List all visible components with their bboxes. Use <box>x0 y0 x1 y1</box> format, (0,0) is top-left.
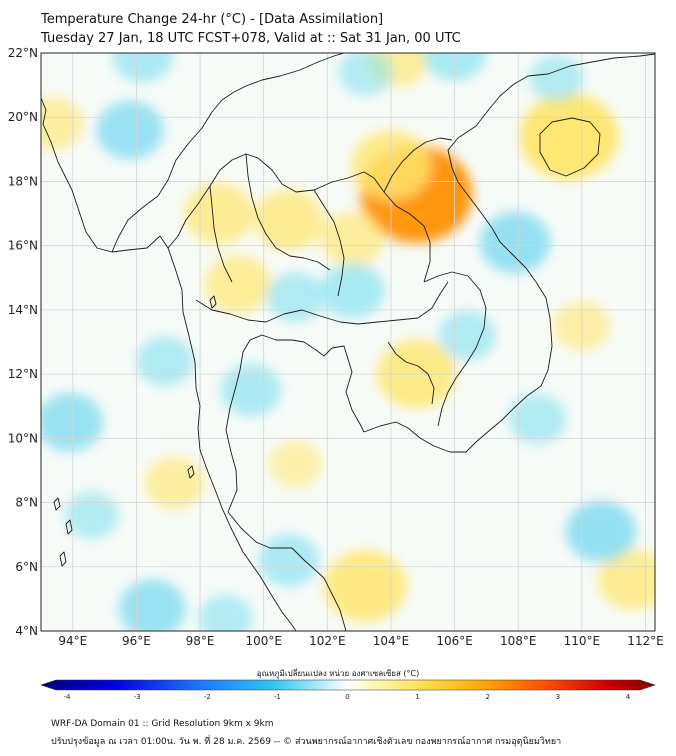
colorbar: -4 -3 -2 -1 0 1 2 3 4 <box>40 679 656 701</box>
warm-anomaly <box>597 549 655 611</box>
cold-anomaly <box>220 363 282 417</box>
colorbar-tick-label: -2 <box>204 693 211 701</box>
map-frame <box>40 52 656 632</box>
colorbar-tick-label: -3 <box>134 693 141 701</box>
lat-tick-label: 22°N <box>8 46 38 60</box>
colorbar-tick-label: 4 <box>626 693 631 701</box>
lat-tick-label: 4°N <box>15 624 38 638</box>
colorbar-tick-label: 1 <box>415 693 419 701</box>
lat-tick-label: 16°N <box>8 239 38 253</box>
chart-subtitle: Tuesday 27 Jan, 18 UTC FCST+078, Valid a… <box>41 31 461 46</box>
footer-update-info: ปรับปรุงข้อมูล ณ เวลา 01:00น. วัน พ. ที่… <box>51 737 562 747</box>
colorbar-tick-label: 0 <box>345 693 349 701</box>
cold-anomaly <box>112 53 174 83</box>
colorbar-tick-label: 2 <box>486 693 490 701</box>
lon-tick-label: 108°E <box>500 634 537 648</box>
warm-anomaly <box>323 549 408 623</box>
colorbar-gradient <box>40 679 656 691</box>
lat-tick-label: 20°N <box>8 110 38 124</box>
warm-anomaly <box>144 456 205 510</box>
lat-tick-label: 6°N <box>15 560 38 574</box>
map-figure: 22°N 20°N 18°N 16°N 14°N 12°N 10°N 8°N 6°N 4°N 94°… <box>8 46 664 701</box>
lat-tick-label: 18°N <box>8 174 38 188</box>
lon-tick-label: 94°E <box>58 634 87 648</box>
warm-anomaly <box>268 440 323 488</box>
colorbar-tick-label: 3 <box>556 693 560 701</box>
cold-anomaly <box>96 100 164 160</box>
colorbar-tick-label: -4 <box>64 693 72 701</box>
cold-anomaly <box>41 393 104 452</box>
colorbar-title: อุณหภูมิเปลี่ยนแปลง หน่วย องศาเซลเซียส (… <box>256 669 420 678</box>
lon-tick-label: 98°E <box>186 634 215 648</box>
lon-tick-label: 100°E <box>245 634 282 648</box>
cold-anomaly <box>118 579 186 631</box>
warm-anomaly <box>320 211 385 268</box>
cold-anomaly <box>64 491 120 539</box>
lon-tick-label: 112°E <box>627 634 664 648</box>
lon-tick-label: 110°E <box>564 634 601 648</box>
lon-tick-label: 96°E <box>122 634 151 648</box>
lon-tick-label: 102°E <box>309 634 346 648</box>
lat-tick-label: 12°N <box>8 367 38 381</box>
warm-anomaly <box>41 97 85 151</box>
colorbar-tick-label: -1 <box>274 693 281 701</box>
lon-tick-label: 106°E <box>436 634 473 648</box>
cold-anomaly <box>136 336 194 387</box>
cold-anomaly <box>529 55 584 103</box>
chart-title: Temperature Change 24-hr (°C) - [Data As… <box>41 12 384 27</box>
lat-tick-label: 10°N <box>8 431 38 445</box>
warm-anomaly <box>253 189 325 251</box>
cold-anomaly <box>198 594 253 631</box>
cold-anomaly <box>258 533 320 587</box>
lat-tick-label: 14°N <box>8 303 38 317</box>
lat-tick-label: 8°N <box>15 496 38 510</box>
warm-anomaly <box>204 255 272 314</box>
lon-tick-label: 104°E <box>373 634 410 648</box>
cold-anomaly <box>565 500 637 563</box>
footer-model-info: WRF-DA Domain 01 :: Grid Resolution 9km … <box>51 719 274 729</box>
cold-anomaly <box>508 394 567 445</box>
cold-anomaly <box>438 310 497 361</box>
cold-anomaly <box>320 262 385 319</box>
warm-anomaly <box>519 93 619 180</box>
coastlines-and-borders <box>41 53 655 631</box>
warm-anomaly <box>183 182 255 245</box>
cold-anomaly <box>479 211 551 274</box>
cold-anomaly <box>338 53 393 96</box>
